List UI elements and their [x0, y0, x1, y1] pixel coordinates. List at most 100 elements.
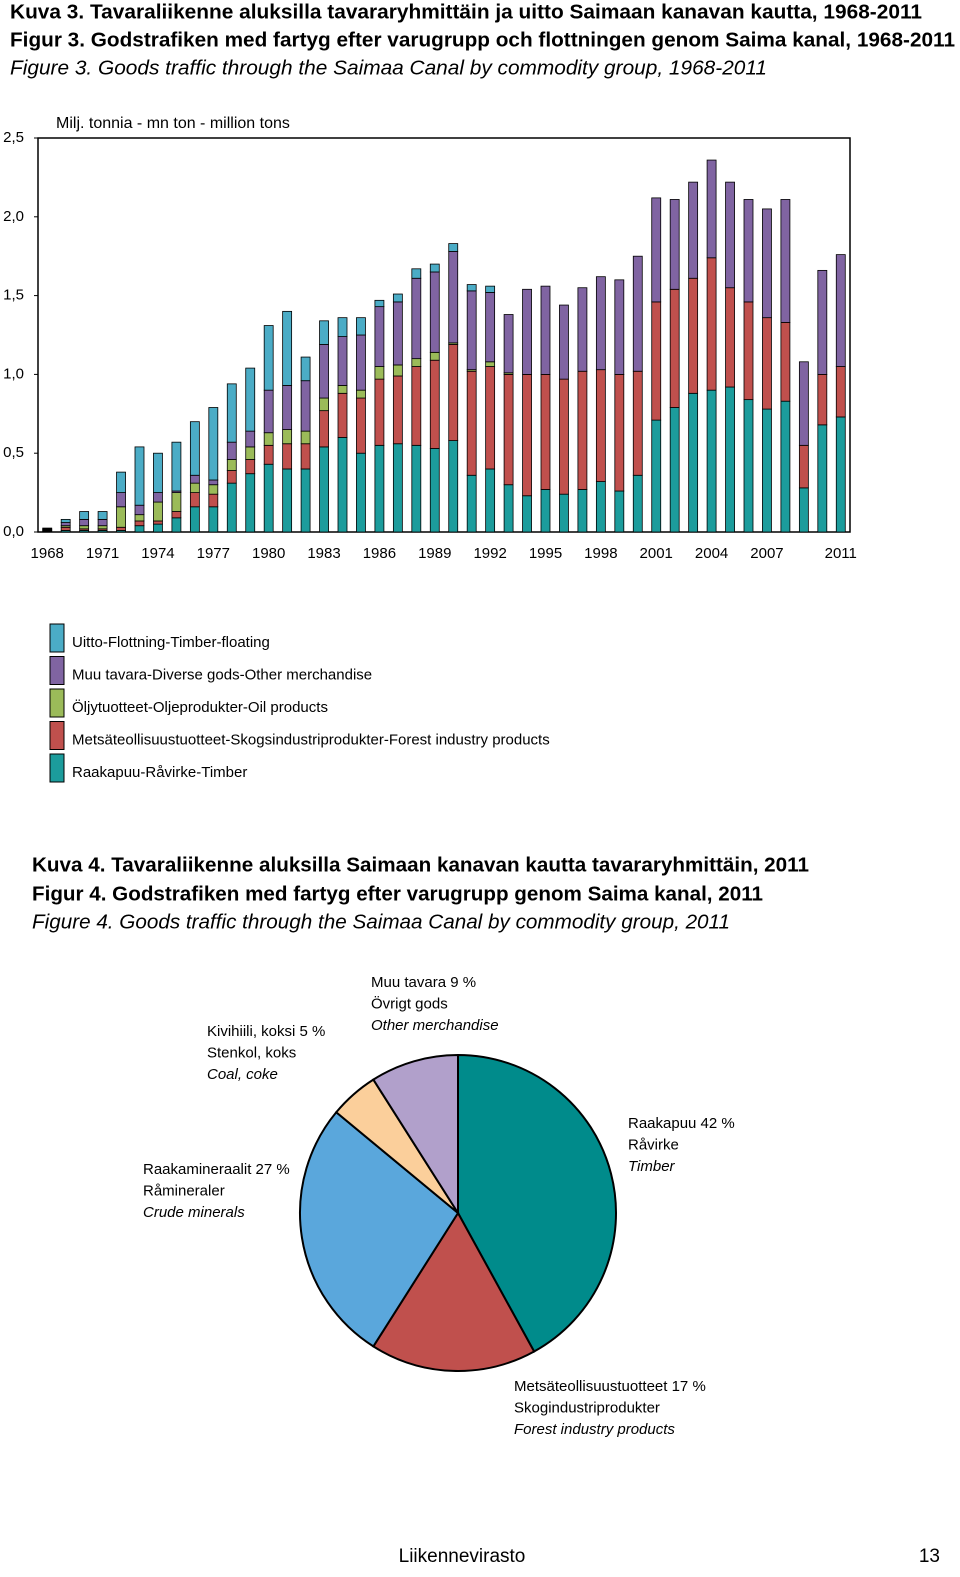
bar-segment — [263, 389, 274, 434]
bar-segment — [300, 443, 311, 470]
bar-segment — [282, 429, 293, 445]
bar-segment — [189, 482, 200, 494]
y-tick-label: 1,0 — [3, 365, 24, 382]
bar-segment — [189, 492, 200, 508]
bar-segment — [226, 482, 237, 533]
bar-segment — [60, 518, 71, 523]
x-tick-label: 2007 — [750, 545, 783, 562]
bar-segment — [817, 373, 828, 426]
bar-segment — [688, 181, 699, 279]
bar-segment — [134, 446, 145, 506]
slice-label: Råvirke — [628, 1136, 679, 1153]
bar-segment — [669, 407, 680, 533]
bar-segment — [706, 159, 717, 259]
bar-segment — [743, 199, 754, 303]
bar-segment — [429, 359, 440, 449]
bar-segment — [392, 443, 403, 533]
bar-segment — [540, 285, 551, 375]
bar-segment — [356, 397, 366, 454]
bar-segment — [817, 424, 828, 533]
bar-segment — [614, 373, 625, 492]
bar-segment — [485, 366, 496, 470]
page-number: 13 — [919, 1546, 940, 1567]
bar-segment — [319, 410, 329, 448]
y-axis-label: Milj. tonnia - mn ton - million tons — [56, 115, 290, 132]
bar-segment — [392, 364, 403, 377]
bar-segment — [411, 358, 422, 367]
bar-segment — [559, 304, 569, 380]
bar-segment — [392, 375, 403, 445]
bar-segment — [226, 459, 237, 471]
bar-segment — [226, 470, 237, 484]
bar-segment — [337, 437, 348, 533]
bar-segment — [485, 361, 496, 367]
x-tick-label: 1995 — [529, 545, 562, 562]
bar-segment — [669, 288, 680, 408]
bar-segment — [189, 506, 200, 533]
bar-segment — [743, 399, 754, 533]
bar-segment — [116, 526, 126, 531]
bar-segment — [614, 279, 625, 375]
bar-segment — [319, 320, 329, 345]
bar-segment — [319, 397, 329, 412]
bar-segment — [134, 514, 145, 522]
bar-segment — [245, 446, 256, 460]
bar-segment — [725, 386, 735, 533]
bar-segment — [743, 301, 754, 401]
bar-segment — [669, 199, 680, 290]
bar-segment — [651, 419, 662, 533]
figure-title: Kuva 4. Tavaraliikenne aluksilla Saimaan… — [32, 854, 809, 876]
bar-segment — [208, 506, 219, 533]
bar-segment — [171, 517, 182, 533]
legend-label: Raakapuu-Råvirke-Timber — [72, 764, 247, 781]
bar-segment — [245, 459, 256, 475]
bar-segment — [632, 474, 643, 533]
bar-segment — [466, 284, 477, 292]
bar-segment — [780, 199, 791, 323]
bar-segment — [374, 306, 385, 367]
bar-segment — [835, 366, 846, 418]
slice-label: Skogindustriprodukter — [514, 1399, 660, 1416]
bar-segment — [153, 520, 163, 525]
legend-swatch — [49, 721, 65, 750]
bar-segment — [632, 370, 643, 476]
bar-segment — [300, 356, 311, 382]
bar-segment — [189, 474, 200, 484]
bar-segment — [651, 197, 662, 303]
bar-segment — [559, 378, 569, 495]
bar-segment — [97, 525, 108, 530]
bar-segment — [522, 495, 532, 533]
x-tick-label: 1977 — [197, 545, 230, 562]
bar-segment — [337, 392, 348, 438]
bar-segment — [282, 443, 293, 470]
x-tick-label: 2011 — [825, 545, 857, 562]
legend-label: Muu tavara-Diverse gods-Other merchandis… — [72, 666, 372, 683]
legend-swatch — [49, 753, 65, 783]
x-tick-label: 1983 — [307, 545, 340, 562]
bar-segment — [116, 492, 126, 508]
bar-segment — [540, 489, 551, 533]
bar-segment — [79, 525, 90, 530]
bar-segment — [263, 325, 274, 391]
bar-segment — [411, 444, 422, 533]
bar-segment — [337, 317, 348, 337]
legend-label: Öljytuotteet-Oljeprodukter-Oil products — [72, 698, 328, 716]
bar-segment — [374, 444, 385, 533]
bar-segment — [226, 383, 237, 443]
bar-segment — [263, 463, 274, 533]
bar-segment — [595, 369, 606, 482]
bar-segment — [282, 468, 293, 533]
x-tick-label: 2001 — [640, 545, 673, 562]
bar-segment — [60, 522, 71, 527]
x-tick-label: 1986 — [363, 545, 396, 562]
bar-segment — [263, 444, 274, 465]
footer-publisher: Liikennevirasto — [399, 1546, 526, 1567]
bar-segment — [688, 392, 699, 533]
bar-segment — [189, 421, 200, 476]
bar-segment — [725, 287, 735, 388]
bar-segment — [356, 389, 366, 399]
bar-segment — [245, 430, 256, 448]
slice-label: Coal, coke — [207, 1066, 278, 1083]
bar-segment — [466, 370, 477, 476]
